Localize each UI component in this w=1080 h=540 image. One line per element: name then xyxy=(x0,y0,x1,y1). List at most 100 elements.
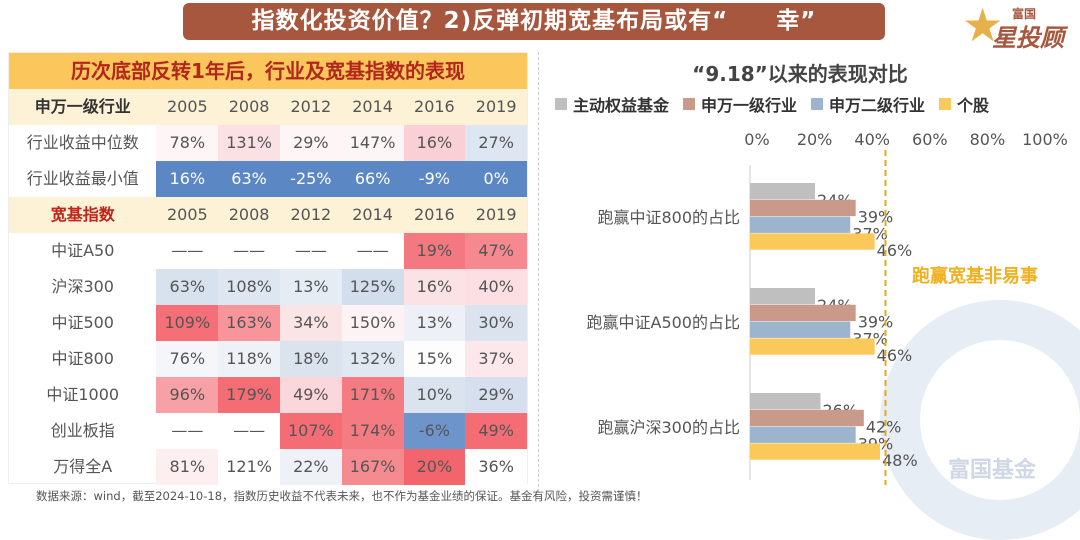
table-header-row: 申万一级行业 2005 2008 2012 2014 2016 2019 xyxy=(9,89,527,125)
x-tick-label: 0% xyxy=(744,130,769,149)
table-cell: 29% xyxy=(465,377,528,413)
table-cell: 132% xyxy=(341,341,404,377)
table-cell: 108% xyxy=(218,269,280,305)
table-cell: 179% xyxy=(218,377,280,413)
table-cell: 16% xyxy=(156,161,219,197)
row-label: 万得全A xyxy=(53,457,113,476)
table-cell: 16% xyxy=(403,269,466,305)
table-cell: 174% xyxy=(341,413,404,449)
table-cell: —— xyxy=(156,233,219,269)
year-header: 2005 xyxy=(166,205,208,224)
year-header: 2014 xyxy=(352,205,393,224)
table-cell: 13% xyxy=(403,305,466,341)
year-header: 2008 xyxy=(228,97,270,116)
table-cell: 167% xyxy=(341,449,404,485)
table-cell: 16% xyxy=(403,125,466,161)
table-cell: 13% xyxy=(279,269,342,305)
table-cell: 147% xyxy=(341,125,404,161)
table-cell: 81% xyxy=(156,449,219,485)
x-tick-label: 60% xyxy=(912,130,948,149)
data-label: 48% xyxy=(882,451,918,470)
table-cell: —— xyxy=(218,233,280,269)
table-cell: -6% xyxy=(403,413,466,449)
divider xyxy=(538,52,539,492)
table-cell: 96% xyxy=(156,377,219,413)
data-label: 42% xyxy=(866,418,902,437)
page-title: 指数化投资价值？2)反弹初期宽基布局或有“ 幸” xyxy=(183,3,885,40)
table-cell: 49% xyxy=(279,377,342,413)
table-row: 中证1000 96% 179% 49% 171% 10% 29% xyxy=(9,377,528,413)
year-header: 2008 xyxy=(228,205,270,224)
table-row: 沪深300 63% 108% 13% 125% 16% 40% xyxy=(9,269,528,305)
bar xyxy=(750,199,856,217)
data-label: 39% xyxy=(858,313,894,332)
table-cell: 30% xyxy=(465,305,528,341)
star-icon: ★ xyxy=(962,0,1004,52)
table-cell: 29% xyxy=(279,125,342,161)
table-cell: 49% xyxy=(465,413,528,449)
year-header: 2016 xyxy=(414,205,455,224)
legend-swatch xyxy=(811,98,824,110)
watermark-text: 富国基金 xyxy=(948,458,1037,483)
table-row: 中证A50 —— —— —— —— 19% 47% xyxy=(9,233,528,269)
table-cell: 163% xyxy=(218,305,280,341)
legend-item: 申万一级行业 xyxy=(683,92,797,116)
x-tick-label: 100% xyxy=(1022,130,1068,149)
table-title: 历次底部反转1年后，行业及宽基指数的表现 xyxy=(9,53,527,89)
table-cell: 121% xyxy=(218,449,280,485)
performance-table: 历次底部反转1年后，行业及宽基指数的表现 申万一级行业 2005 2008 2012 2… xyxy=(8,52,528,485)
table-cell: 171% xyxy=(341,377,404,413)
table-row: 中证500 109% 163% 34% 150% 13% 30% xyxy=(9,305,528,341)
logo-small-text: 富国 xyxy=(1012,7,1037,21)
table-cell: 40% xyxy=(465,269,528,305)
year-header: 2019 xyxy=(475,97,517,116)
bar xyxy=(750,338,875,355)
table-header-row: 宽基指数 2005 2008 2012 2014 2016 2019 xyxy=(9,197,527,233)
x-tick-label: 80% xyxy=(970,130,1006,149)
table-cell: 18% xyxy=(279,341,342,377)
table-cell: 22% xyxy=(279,449,342,485)
legend-label: 个股 xyxy=(957,96,990,115)
table-cell: 0% xyxy=(465,161,528,197)
table-cell: -25% xyxy=(279,161,342,197)
bar xyxy=(750,183,816,200)
bar xyxy=(750,393,821,410)
table-cell: 10% xyxy=(403,377,466,413)
legend-item: 个股 xyxy=(939,92,989,116)
row-label: 中证A50 xyxy=(51,241,115,260)
bar xyxy=(750,443,881,460)
table-cell: —— xyxy=(156,413,219,449)
category-label: 跑赢中证A500的占比 xyxy=(587,313,741,332)
bar xyxy=(750,321,851,338)
legend-swatch xyxy=(555,98,567,110)
table-cell: 36% xyxy=(465,449,528,485)
bar xyxy=(750,426,856,443)
table-cell: 66% xyxy=(341,161,404,197)
bar xyxy=(750,216,851,233)
row-label: 沪深300 xyxy=(51,277,114,296)
year-header: 2016 xyxy=(414,97,455,116)
table-row: 创业板指 —— —— 107% 174% -6% 49% xyxy=(9,413,528,449)
category-label: 跑赢中证800的占比 xyxy=(597,208,740,227)
bar xyxy=(750,409,864,427)
data-label: 46% xyxy=(877,346,913,365)
legend-label: 申万二级行业 xyxy=(829,96,926,115)
legend-label: 申万一级行业 xyxy=(701,96,798,115)
table-cell: 109% xyxy=(156,305,219,341)
footer-disclaimer: 数据来源：wind，截至2024-10-18，指数历史收益不代表未来，也不作为基… xyxy=(36,489,648,503)
row-label: 创业板指 xyxy=(50,421,115,440)
year-header: 2012 xyxy=(290,205,332,224)
table-cell: 27% xyxy=(465,125,528,161)
table-cell: -9% xyxy=(403,161,466,197)
chart-title: “9.18”以来的表现对比 xyxy=(692,62,908,86)
legend-item: 申万二级行业 xyxy=(811,92,925,116)
table-cell: 63% xyxy=(218,161,280,197)
table-row: 万得全A 81% 121% 22% 167% 20% 36% xyxy=(9,449,528,485)
logo-large-text: 星投顾 xyxy=(992,24,1064,52)
legend-swatch xyxy=(939,98,952,110)
row-label: 行业收益中位数 xyxy=(26,133,139,152)
table-cell: 107% xyxy=(279,413,342,449)
brand-logo: ★ 富国星投顾 xyxy=(962,0,1072,52)
bar xyxy=(750,288,816,305)
legend-item: 主动权益基金 xyxy=(555,92,669,116)
